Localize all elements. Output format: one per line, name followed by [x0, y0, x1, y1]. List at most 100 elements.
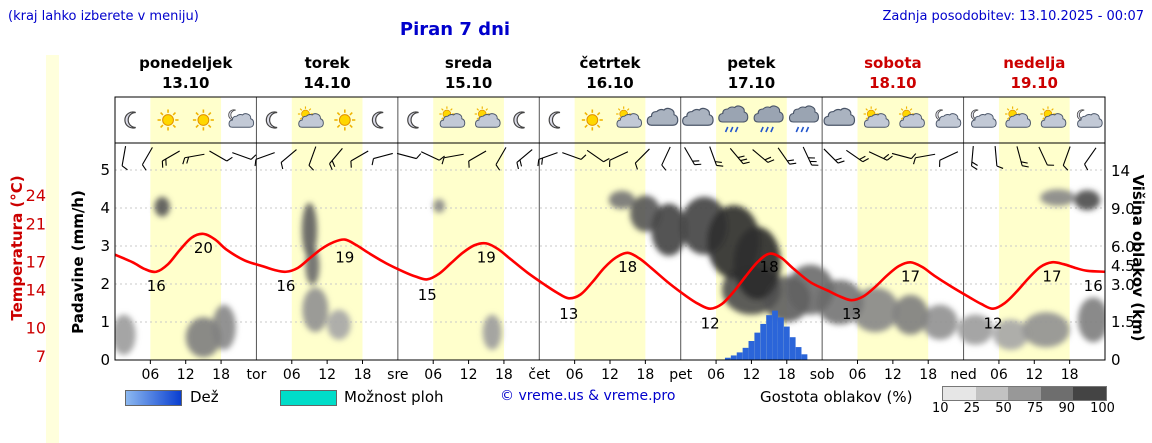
- density-scale-number: 50: [995, 401, 1012, 416]
- cloud-rain-icon: [753, 105, 784, 133]
- x-axis-labels: 06 12 18 06 12 18 06 12 18 06 12 18 06 12 18 06 12 18 06 12…: [141, 360, 1079, 383]
- wind-barb: [777, 147, 797, 165]
- temperature-label: 17: [901, 267, 920, 285]
- precip-tick-label: 4: [100, 199, 110, 217]
- copyright-link[interactable]: © vreme.us & vreme.pro: [500, 388, 676, 404]
- hour-label: 12: [460, 367, 478, 383]
- density-segment: [943, 387, 976, 400]
- day-name[interactable]: petek: [727, 54, 776, 72]
- wind-barb: [232, 152, 257, 160]
- location-menu-note[interactable]: (kraj lahko izberete v meniju): [8, 9, 199, 24]
- density-segment: [975, 387, 1009, 400]
- day-date[interactable]: 15.10: [445, 74, 492, 92]
- cloud-blob: [327, 309, 351, 340]
- day-name[interactable]: sobota: [864, 54, 922, 72]
- sun-cloud-icon: [616, 106, 643, 128]
- wind-barb: [396, 152, 422, 160]
- temperature-value-labels: 16 20 16 19 15 19 13 18 12 18 13 17 12 17 16: [147, 239, 1103, 333]
- hour-label: 12: [177, 367, 195, 383]
- wind-barb: [586, 149, 610, 163]
- daylight-band: [150, 97, 222, 360]
- temperature-label: 13: [559, 305, 578, 323]
- cloud-tick-label: 14: [1111, 162, 1130, 180]
- cloud-rain-icon: [718, 105, 749, 133]
- wind-barb: [846, 149, 869, 163]
- sun-icon: [334, 109, 356, 131]
- wind-barb: [802, 146, 819, 166]
- wind-barb: [182, 153, 205, 165]
- temperature-label: 16: [276, 277, 295, 295]
- wind-barb: [1062, 146, 1071, 171]
- density-scale-number: 10: [932, 401, 949, 416]
- wind-barb: [441, 153, 464, 165]
- shower-legend-label: Možnost ploh: [344, 388, 444, 406]
- rain-bar: [789, 337, 796, 360]
- sun-cloud-icon: [474, 106, 501, 128]
- sun-icon: [192, 109, 214, 131]
- day-date[interactable]: 18.10: [869, 74, 916, 92]
- day-date[interactable]: 19.10: [1011, 74, 1058, 92]
- temperature-label: 16: [1084, 277, 1103, 295]
- cloud-blob: [302, 287, 329, 333]
- temp-tick-label: 21: [26, 214, 46, 233]
- sun-cloud-icon: [297, 106, 324, 128]
- cloud-blob: [1040, 189, 1076, 206]
- wind-barb: [371, 152, 393, 166]
- cloud-icon: [682, 107, 714, 126]
- cloud-blob: [651, 203, 687, 256]
- hour-label: 18: [636, 367, 654, 383]
- density-scale-number: 90: [1058, 401, 1076, 416]
- temperature-label: 19: [477, 248, 496, 266]
- day-name[interactable]: sreda: [445, 54, 492, 72]
- moon-icon: [265, 111, 278, 129]
- day-name[interactable]: torek: [305, 54, 351, 72]
- wind-barb: [468, 150, 487, 168]
- temp-tick-label: 7: [36, 347, 46, 366]
- hour-label: 18: [778, 367, 796, 383]
- cloud-blob: [1074, 190, 1101, 211]
- rain-bar: [772, 310, 778, 360]
- cloud-tick-label: 3.0: [1111, 276, 1135, 294]
- day-headers: ponedeljek 13.10 torek 14.10 sreda 15.10 četrt…: [139, 54, 1065, 92]
- density-scale-number: 75: [1026, 401, 1044, 416]
- temperature-label: 15: [418, 286, 437, 304]
- day-date[interactable]: 13.10: [162, 74, 209, 92]
- temp-tick-label: 14: [26, 281, 46, 300]
- wind-barb: [752, 149, 775, 163]
- daylight-band: [574, 97, 646, 360]
- day-name[interactable]: nedelja: [1003, 54, 1065, 72]
- wind-barb: [329, 147, 343, 171]
- temperature-label: 18: [760, 258, 779, 276]
- wind-barb: [308, 146, 317, 171]
- rain-bar: [730, 355, 737, 360]
- temperature-curve: [115, 232, 1105, 311]
- cloud-blob: [957, 314, 994, 345]
- wind-barb: [891, 152, 917, 160]
- density-segment: [1008, 387, 1041, 400]
- wind-barb: [161, 150, 180, 168]
- cloud-icon: [646, 107, 679, 126]
- cloud-density-scale-numbers: 10 25 50 75 90 100: [932, 401, 1115, 416]
- temperature-label: 18: [618, 258, 637, 276]
- cloud-icon: [823, 107, 856, 126]
- cloud-tick-label: 9.0: [1111, 200, 1135, 218]
- day-name[interactable]: ponedeljek: [139, 54, 233, 72]
- cloud-blob: [185, 317, 222, 358]
- hour-label: 18: [1061, 367, 1079, 383]
- wind-barb: [729, 147, 750, 165]
- density-scale-number: 25: [963, 401, 981, 416]
- temperature-label: 17: [1042, 267, 1061, 285]
- rain-bar: [754, 332, 761, 360]
- wind-barb: [868, 151, 893, 161]
- day-date[interactable]: 17.10: [728, 74, 775, 92]
- day-name[interactable]: četrtek: [580, 54, 642, 72]
- hour-label: 12: [884, 367, 902, 383]
- cloud-blob: [1022, 312, 1070, 348]
- moon-cloud-icon: [1076, 109, 1103, 128]
- day-date[interactable]: 14.10: [303, 74, 350, 92]
- hour-label: 12: [743, 367, 761, 383]
- day-date[interactable]: 16.10: [586, 74, 633, 92]
- temperature-label: 12: [983, 315, 1002, 333]
